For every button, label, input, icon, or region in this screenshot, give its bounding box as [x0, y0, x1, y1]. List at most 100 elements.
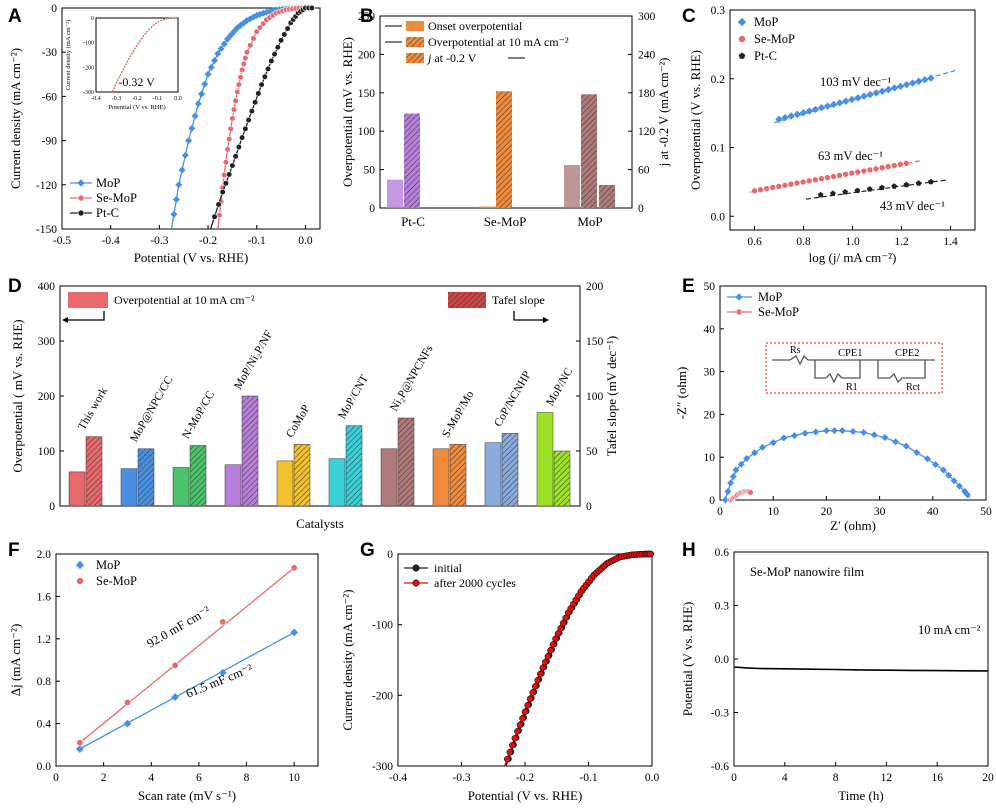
y-axis-title: -Z″ (ohm): [674, 367, 689, 420]
data-point: [801, 429, 809, 437]
data-point: [878, 164, 886, 172]
data-point: [529, 689, 536, 696]
data-point: [818, 175, 825, 183]
inset-y-tick-label: 0: [91, 16, 94, 22]
x-category-label: Pt-C: [401, 214, 425, 229]
legend-label: MoP: [96, 176, 120, 190]
data-point: [793, 110, 801, 119]
data-point: [737, 460, 745, 468]
x-tick-label: -0.3: [452, 772, 470, 784]
y-tick-label: 0: [638, 203, 644, 215]
data-point: [860, 428, 868, 436]
data-point: [559, 619, 567, 627]
series-MoP: [170, 4, 316, 230]
data-point: [227, 31, 235, 39]
bar-overpotential: [224, 464, 242, 507]
data-point: [524, 702, 531, 709]
legend-label: initial: [434, 561, 463, 575]
y-tick-label: 150: [586, 336, 604, 348]
data-point: [732, 466, 740, 474]
data-point: [268, 57, 275, 65]
bar-overpotential: [328, 458, 346, 507]
inset: -0.4 -0.3 -0.2 -0.1 0.0 0 -100 -200 -300 Potentia…: [65, 16, 182, 111]
data-point: [230, 106, 238, 113]
data-point: [243, 49, 251, 56]
bar-overpotential: [380, 448, 398, 507]
data-point: [521, 708, 529, 716]
circuit-label: R1: [846, 382, 858, 393]
x-tick-label: 1.0: [845, 236, 860, 248]
bar-onset: [564, 164, 580, 208]
data-point: [830, 173, 837, 180]
data-point: [927, 74, 935, 82]
data-point: [237, 74, 244, 81]
panel-letter: G: [360, 540, 375, 561]
legend-swatch: [448, 292, 486, 308]
data-point: [884, 85, 893, 94]
x-tick-label: 4: [148, 772, 154, 784]
data-point: [281, 31, 288, 38]
y-tick-label: 50: [364, 165, 376, 177]
catalyst-label: MoP@NPC/CC: [128, 374, 175, 444]
y-tick-label: 60: [638, 165, 650, 177]
circuit-box: [765, 342, 943, 394]
data-point: [759, 443, 767, 451]
data-point: [552, 635, 559, 643]
data-point: [738, 35, 746, 43]
legend-marker: [412, 579, 420, 587]
data-point: [829, 100, 838, 109]
series-line: [733, 666, 989, 672]
data-point: [215, 201, 222, 208]
x-tick-label: 2: [101, 772, 107, 784]
data-point: [516, 721, 524, 729]
data-point: [526, 695, 534, 703]
bar-overpotential: [581, 94, 597, 208]
data-point: [848, 169, 856, 177]
data-point: [805, 107, 814, 115]
x-axis-title: Potential (V vs. RHE): [468, 788, 583, 803]
data-point: [251, 99, 259, 106]
y-tick-label: 0.0: [715, 654, 730, 666]
data-point: [217, 45, 225, 53]
inset-x-tick-label: -0.1: [153, 96, 163, 102]
bar-overpotential: [172, 467, 190, 507]
data-point: [860, 167, 868, 175]
bar-overpotential: [120, 468, 138, 507]
y-tick-label: -150: [36, 224, 57, 236]
data-point: [248, 108, 255, 115]
data-point: [921, 76, 929, 84]
x-tick-label: 1.4: [943, 236, 958, 248]
data-point: [264, 65, 272, 72]
data-point: [220, 40, 228, 48]
data-point: [191, 112, 199, 120]
legend-arrow: [66, 311, 105, 321]
x-category-label: Se-MoP: [484, 214, 527, 229]
data-point: [222, 180, 229, 187]
capacitance-label: 61.5 mF cm⁻²: [184, 661, 255, 700]
data-point: [817, 104, 826, 112]
data-point: [226, 171, 233, 178]
data-point: [866, 186, 873, 192]
series-Pt-C: [209, 4, 316, 230]
x-tick-label: 40: [927, 506, 939, 518]
panel-h: 0 4 8 12 16 20 -0.6 -0.3 0.0 0.3 0.6 Time (h) Potent…: [680, 547, 994, 803]
data-point: [198, 90, 206, 98]
data-point: [805, 177, 813, 185]
y-tick-label: 0: [369, 203, 375, 215]
data-point: [274, 44, 281, 51]
inset-x-axis-title: Potential (V vs. RHE): [108, 104, 165, 111]
data-point: [76, 577, 84, 585]
axis-frame: [733, 551, 989, 767]
equivalent-circuit: Rs CPE1 R1 CPE2 Rct: [765, 342, 943, 394]
data-point: [854, 187, 861, 193]
data-point: [860, 92, 868, 100]
y-tick-label: 10: [704, 452, 716, 464]
data-point: [915, 77, 923, 86]
y-tick-label: 20: [704, 409, 716, 421]
data-point: [881, 434, 889, 442]
data-point: [878, 87, 886, 95]
data-point: [219, 618, 227, 626]
rct-branch: [877, 360, 926, 384]
x-tick-label: 10: [767, 506, 779, 518]
series-after 2000 cycles: [503, 550, 654, 767]
